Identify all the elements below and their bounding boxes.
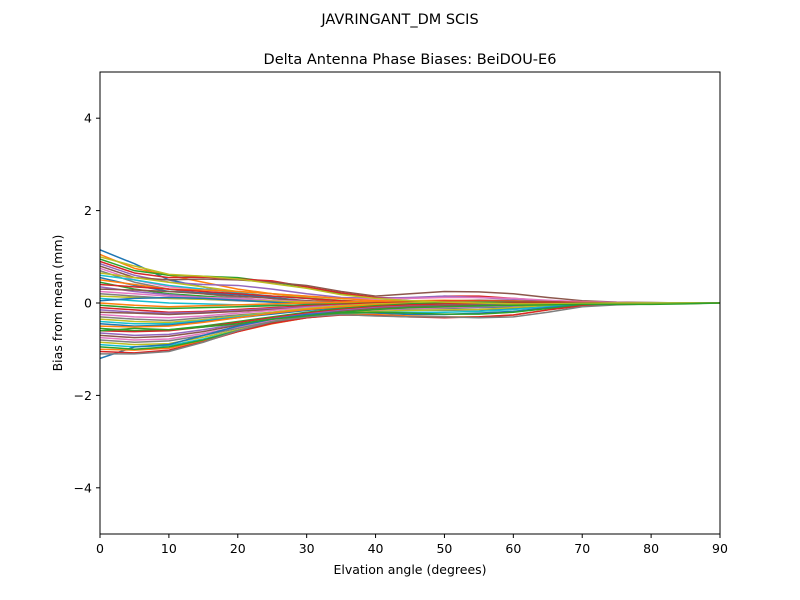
y-tick-label: 4 xyxy=(84,111,92,126)
x-tick-label: 30 xyxy=(299,541,315,556)
x-tick-label: 20 xyxy=(230,541,246,556)
figure-suptitle: JAVRINGANT_DM SCIS xyxy=(320,12,478,28)
x-tick-label: 40 xyxy=(368,541,384,556)
x-axis: 0 10 20 30 40 50 60 70 80 90 xyxy=(96,534,728,556)
x-tick-label: 50 xyxy=(436,541,452,556)
series-line-47 xyxy=(100,302,720,332)
y-tick-label: 0 xyxy=(84,296,92,311)
y-axis: −4 −2 0 2 4 xyxy=(74,111,100,495)
chart-title: Delta Antenna Phase Biases: BeiDOU-E6 xyxy=(264,52,557,68)
x-tick-label: 70 xyxy=(574,541,590,556)
y-tick-label: 2 xyxy=(84,203,92,218)
series-line-46 xyxy=(100,256,720,305)
x-tick-label: 0 xyxy=(96,541,104,556)
x-tick-label: 90 xyxy=(712,541,728,556)
series-lines xyxy=(100,249,720,360)
x-axis-label: Elvation angle (degrees) xyxy=(333,562,486,577)
x-tick-label: 10 xyxy=(161,541,177,556)
y-axis-label: Bias from mean (mm) xyxy=(50,235,65,372)
x-tick-label: 80 xyxy=(643,541,659,556)
x-tick-label: 60 xyxy=(505,541,521,556)
y-tick-label: −2 xyxy=(74,388,92,403)
y-tick-label: −4 xyxy=(74,480,92,495)
